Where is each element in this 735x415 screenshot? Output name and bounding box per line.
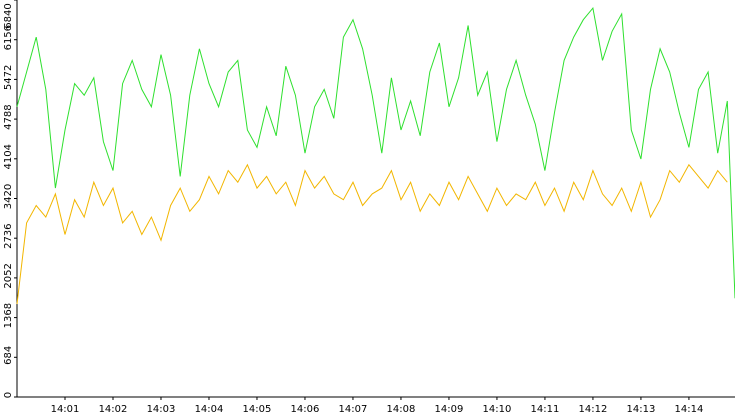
x-tick-label: 14:03 — [147, 404, 176, 415]
y-tick-label: 5472 — [3, 65, 14, 90]
x-tick-label: 14:07 — [339, 404, 368, 415]
y-tick-label: 4104 — [3, 144, 14, 169]
series-line — [16, 163, 728, 305]
x-tick-label: 14:09 — [435, 404, 464, 415]
x-tick-label: 14:13 — [627, 404, 656, 415]
x-tick-label: 14:10 — [483, 404, 512, 415]
y-tick-label: 6840 — [3, 3, 14, 28]
y-tick-label: 2736 — [3, 223, 14, 248]
y-tick-label: 684 — [3, 346, 14, 365]
x-tick-label: 14:02 — [99, 404, 128, 415]
x-tick-label: 14:08 — [387, 404, 416, 415]
y-tick-label: 0 — [3, 392, 14, 398]
x-tick-label: 14:11 — [531, 404, 560, 415]
x-tick-label: 14:12 — [579, 404, 608, 415]
y-tick-label: 2052 — [3, 263, 14, 288]
x-tick-label: 14:14 — [675, 404, 704, 415]
y-tick-label: 6156 — [3, 25, 14, 50]
x-tick-label: 14:04 — [195, 404, 224, 415]
x-tick-label: 14:06 — [291, 404, 320, 415]
x-tick-label: 14:05 — [243, 404, 272, 415]
x-tick-label: 14:01 — [51, 404, 80, 415]
series-line — [16, 6, 735, 299]
y-tick-label: 1368 — [3, 303, 14, 328]
y-tick-label: 4788 — [3, 104, 14, 129]
y-tick-label: 3420 — [3, 184, 14, 209]
